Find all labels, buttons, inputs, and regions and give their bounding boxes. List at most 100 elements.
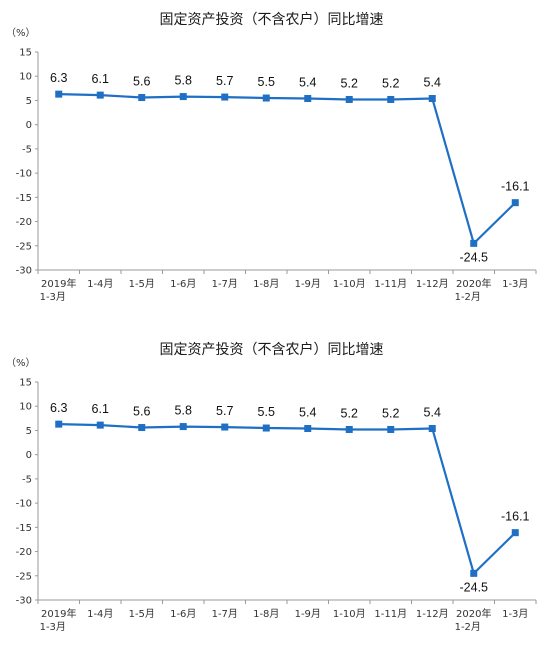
y-tick-label: 15 xyxy=(19,48,32,59)
x-tick-label: 1-5月 xyxy=(129,608,155,620)
y-tick-label: -30 xyxy=(16,266,32,277)
data-point-marker xyxy=(511,199,519,207)
data-point-marker xyxy=(304,95,312,103)
x-tick-label: 1-3月 xyxy=(502,278,528,290)
y-tick-label: -5 xyxy=(22,474,32,485)
data-label: 5.5 xyxy=(258,405,275,419)
data-label: 5.6 xyxy=(133,405,150,419)
data-label: -24.5 xyxy=(460,580,489,594)
x-tick-label-line2: 1-3月 xyxy=(40,621,66,633)
x-tick-label: 1-11月 xyxy=(374,608,407,620)
y-tick-label: 0 xyxy=(26,450,32,461)
data-label: 5.4 xyxy=(299,406,316,420)
data-point-marker xyxy=(387,425,395,433)
y-tick-label: -30 xyxy=(16,596,32,607)
y-tick-label: 0 xyxy=(26,120,32,131)
data-point-marker xyxy=(96,91,104,99)
y-tick-label: -25 xyxy=(16,241,32,252)
x-tick-label: 1-7月 xyxy=(212,278,238,290)
y-tick-label: -20 xyxy=(16,217,32,228)
chart-top: 固定资产投资（不含农户）同比增速 （%） 15 10 5 0 -5 -10 -15 -20 -25 -… xyxy=(6,11,537,303)
data-label: 5.2 xyxy=(382,76,399,90)
data-point-marker xyxy=(138,94,146,102)
data-label: -16.1 xyxy=(501,510,530,524)
x-tick-label: 1-3月 xyxy=(502,608,528,620)
x-tick-label: 2019年 xyxy=(41,277,76,290)
y-axis-unit: （%） xyxy=(6,27,36,39)
data-label: 5.4 xyxy=(424,76,441,90)
data-label: 5.5 xyxy=(258,75,275,89)
data-point-marker xyxy=(511,529,519,537)
y-tick-label: -15 xyxy=(16,523,32,534)
data-point-marker xyxy=(345,425,353,433)
x-tick-label-line2: 1-2月 xyxy=(455,621,481,633)
data-point-marker xyxy=(55,90,63,98)
data-point-marker xyxy=(55,420,63,428)
data-point-marker xyxy=(304,425,312,433)
data-point-marker xyxy=(96,421,104,429)
x-tick-label: 1-11月 xyxy=(374,278,407,290)
data-label: 6.3 xyxy=(50,401,67,415)
data-label: -16.1 xyxy=(501,180,530,194)
data-label: 5.8 xyxy=(175,74,192,88)
data-point-marker xyxy=(221,93,229,101)
series-line xyxy=(58,423,517,575)
data-label: 6.1 xyxy=(92,72,109,86)
data-point-marker xyxy=(262,424,270,432)
data-point-marker xyxy=(138,424,146,432)
data-label: 5.7 xyxy=(216,404,233,418)
y-tick-label: 10 xyxy=(19,402,32,413)
x-tick-label: 1-9月 xyxy=(295,278,321,290)
chart-title: 固定资产投资（不含农户）同比增速 xyxy=(160,341,384,358)
data-label: 5.2 xyxy=(341,76,358,90)
x-tick-label-line2: 1-3月 xyxy=(40,291,66,303)
chart-bottom: 固定资产投资（不含农户）同比增速 （%） 15 10 5 0 -5 -10 -15 -20 -25 -… xyxy=(6,341,537,633)
x-tick-label: 1-10月 xyxy=(333,278,366,290)
x-tick-label: 1-5月 xyxy=(129,278,155,290)
x-tick-label-line2: 1-2月 xyxy=(455,291,481,303)
x-tick-label: 2019年 xyxy=(41,607,76,620)
x-tick-label: 1-6月 xyxy=(170,278,196,290)
data-point-marker xyxy=(470,569,478,577)
y-tick-label: 15 xyxy=(19,378,32,389)
y-tick-label: 10 xyxy=(19,72,32,83)
y-axis-unit: （%） xyxy=(6,357,36,369)
y-tick-label: -5 xyxy=(22,144,32,155)
data-point-marker xyxy=(428,95,436,103)
data-point-marker xyxy=(345,95,353,103)
y-tick-label: -15 xyxy=(16,193,32,204)
x-tick-label: 1-7月 xyxy=(212,608,238,620)
y-tick-label: 5 xyxy=(26,96,32,107)
x-tick-label: 1-4月 xyxy=(87,278,113,290)
chart-title: 固定资产投资（不含农户）同比增速 xyxy=(160,11,384,28)
x-tick-label: 1-8月 xyxy=(253,608,279,620)
x-tick-label: 1-4月 xyxy=(87,608,113,620)
x-tick-label: 1-9月 xyxy=(295,608,321,620)
x-tick-label: 1-12月 xyxy=(416,278,449,290)
series-line xyxy=(58,93,517,245)
data-label: 5.2 xyxy=(341,406,358,420)
y-tick-label: -10 xyxy=(16,169,32,180)
x-tick-label: 2020年 xyxy=(456,607,491,620)
x-tick-label: 1-10月 xyxy=(333,608,366,620)
data-label: 5.4 xyxy=(299,76,316,90)
data-label: 5.7 xyxy=(216,74,233,88)
data-label: 6.3 xyxy=(50,71,67,85)
data-point-marker xyxy=(179,93,187,101)
data-point-marker xyxy=(262,94,270,102)
data-label: -24.5 xyxy=(460,250,489,264)
x-tick-label: 1-6月 xyxy=(170,608,196,620)
y-tick-label: -20 xyxy=(16,547,32,558)
data-label: 5.4 xyxy=(424,406,441,420)
data-label: 6.1 xyxy=(92,402,109,416)
x-tick-label: 1-12月 xyxy=(416,608,449,620)
data-label: 5.8 xyxy=(175,404,192,418)
data-point-marker xyxy=(470,239,478,247)
x-tick-label: 1-8月 xyxy=(253,278,279,290)
data-point-marker xyxy=(221,423,229,431)
y-tick-label: -10 xyxy=(16,499,32,510)
data-point-marker xyxy=(387,95,395,103)
y-tick-label: -25 xyxy=(16,571,32,582)
y-tick-label: 5 xyxy=(26,426,32,437)
